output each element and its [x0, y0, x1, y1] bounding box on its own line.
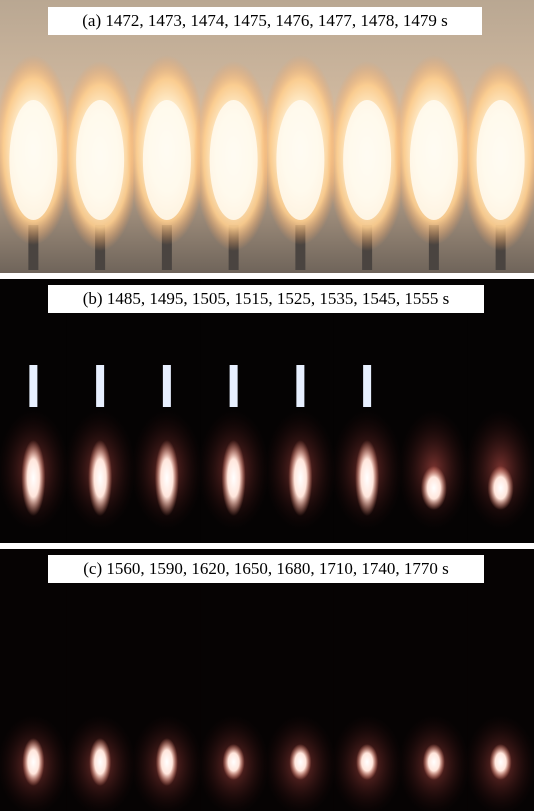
flame-core — [276, 100, 324, 220]
flame-core — [210, 100, 258, 220]
panel-label: (b) 1485, 1495, 1505, 1515, 1525, 1535, … — [83, 289, 449, 308]
flame — [89, 738, 111, 786]
flame — [490, 744, 512, 780]
photo-frames — [0, 0, 534, 811]
flame — [223, 744, 245, 780]
panel-label: (c) 1560, 1590, 1620, 1650, 1680, 1710, … — [83, 559, 448, 578]
flame — [289, 744, 311, 780]
flame — [22, 738, 44, 786]
panel-label: (a) 1472, 1473, 1474, 1475, 1476, 1477, … — [82, 11, 447, 30]
flame — [288, 440, 312, 516]
flame-core — [477, 100, 525, 220]
flame-core — [410, 100, 458, 220]
flame — [88, 440, 112, 516]
flame — [423, 744, 445, 780]
window — [29, 365, 37, 407]
figure: (a) 1472, 1473, 1474, 1475, 1476, 1477, … — [0, 0, 534, 811]
flame — [355, 440, 379, 516]
flame — [222, 440, 246, 516]
flame-core — [76, 100, 124, 220]
flame — [488, 466, 514, 510]
flame-core — [9, 100, 57, 220]
page: (a) 1472, 1473, 1474, 1475, 1476, 1477, … — [0, 0, 534, 811]
window — [363, 365, 371, 407]
flame-core — [143, 100, 191, 220]
flame — [356, 744, 378, 780]
flame — [155, 440, 179, 516]
window — [296, 365, 304, 407]
flame — [421, 466, 447, 510]
flame — [21, 440, 45, 516]
flame-core — [343, 100, 391, 220]
window — [230, 365, 238, 407]
flame — [156, 738, 178, 786]
window — [96, 365, 104, 407]
window — [163, 365, 171, 407]
